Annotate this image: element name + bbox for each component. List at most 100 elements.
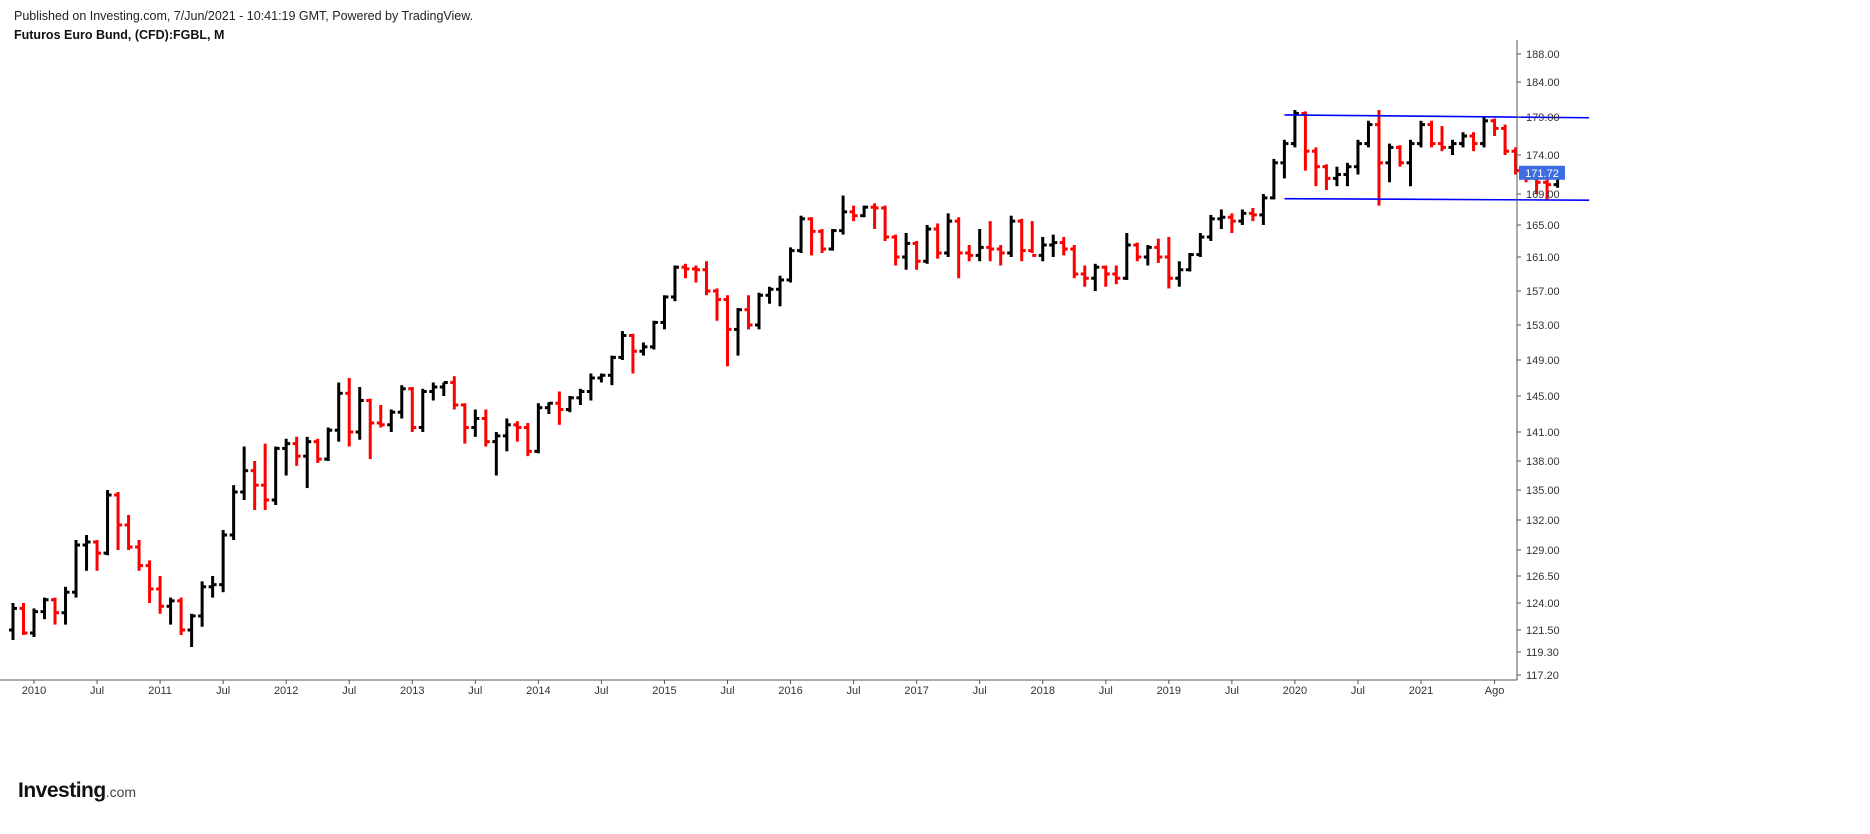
ohlc-bar[interactable] [618,331,627,360]
ohlc-bar[interactable] [1238,209,1247,226]
ohlc-bar[interactable] [1248,207,1257,222]
ohlc-bar[interactable] [523,423,532,457]
ohlc-bar[interactable] [1385,143,1394,183]
ohlc-bar[interactable] [82,535,91,571]
ohlc-bar[interactable] [1311,147,1320,187]
ohlc-bar[interactable] [639,342,648,356]
ohlc-bar[interactable] [513,421,522,442]
ohlc-bar[interactable] [1133,242,1142,262]
ohlc-bar[interactable] [1091,263,1100,291]
ohlc-bar[interactable] [1017,218,1026,262]
ohlc-bar[interactable] [723,295,732,367]
ohlc-bar[interactable] [439,381,448,397]
ohlc-bar[interactable] [292,436,301,466]
ohlc-bar[interactable] [1374,110,1383,206]
ohlc-bar[interactable] [303,436,312,489]
ohlc-bar[interactable] [702,261,711,296]
ohlc-bar[interactable] [828,229,837,251]
ohlc-bar[interactable] [1028,221,1037,257]
ohlc-bar[interactable] [1164,237,1173,289]
ohlc-bar[interactable] [282,438,291,476]
channel-lower-line[interactable] [1284,197,1590,201]
ohlc-bar[interactable] [1469,132,1478,152]
ohlc-bar[interactable] [1217,209,1226,230]
ohlc-bar[interactable] [324,427,333,462]
ohlc-bar[interactable] [376,405,385,428]
ohlc-bar[interactable] [1007,215,1016,257]
ohlc-bar[interactable] [19,603,28,635]
ohlc-bar[interactable] [1364,120,1373,148]
ohlc-bar[interactable] [135,540,144,571]
ohlc-bar[interactable] [986,221,995,262]
ohlc-bar[interactable] [261,443,270,510]
ohlc-bar[interactable] [40,597,49,620]
ohlc-bar[interactable] [734,308,743,356]
ohlc-bar[interactable] [870,203,879,229]
ohlc-bar[interactable] [1038,237,1047,262]
ohlc-bar[interactable] [565,396,574,413]
ohlc-bar[interactable] [1417,120,1425,148]
ohlc-bar[interactable] [975,229,984,262]
ohlc-bar[interactable] [576,388,585,405]
ohlc-bar[interactable] [1332,166,1341,187]
ohlc-bar[interactable] [355,387,364,440]
ohlc-bar[interactable] [797,215,806,253]
ohlc-bar[interactable] [839,195,848,235]
ohlc-bar[interactable] [61,586,70,625]
ohlc-bar[interactable] [776,275,785,307]
ohlc-bar[interactable] [492,432,501,476]
ohlc-bar[interactable] [1511,147,1520,175]
ohlc-bar[interactable] [72,540,81,598]
ohlc-bar[interactable] [807,217,816,256]
ohlc-bar[interactable] [1406,139,1415,187]
ohlc-bar[interactable] [418,388,427,432]
ohlc-bar[interactable] [187,613,196,647]
ohlc-bar[interactable] [240,446,249,501]
ohlc-bar[interactable] [1206,214,1215,241]
ohlc-bar[interactable] [103,490,112,556]
ohlc-bar[interactable] [1322,164,1331,191]
ohlc-bar[interactable] [1259,194,1268,225]
ohlc-bar[interactable] [1070,245,1079,279]
ohlc-bar[interactable] [1227,213,1236,233]
ohlc-bar[interactable] [450,376,459,410]
ohlc-bar[interactable] [597,373,606,383]
ohlc-bar[interactable] [313,438,322,463]
ohlc-bar[interactable] [1427,120,1436,148]
ohlc-bar[interactable] [933,223,942,259]
ohlc-bar[interactable] [334,382,343,442]
ohlc-bar[interactable] [8,603,17,640]
ohlc-bar[interactable] [586,373,595,401]
ohlc-bar[interactable] [628,333,637,374]
ohlc-bar[interactable] [177,597,186,635]
ohlc-bar[interactable] [755,292,764,330]
ohlc-bar[interactable] [114,492,123,550]
ohlc-bar[interactable] [923,225,932,264]
ohlc-bar[interactable] [219,530,228,593]
ohlc-bar[interactable] [208,576,217,598]
ohlc-bar[interactable] [1196,233,1205,257]
ohlc-bar[interactable] [1438,126,1447,152]
ohlc-bar[interactable] [471,409,480,437]
ohlc-bar[interactable] [744,295,753,330]
ohlc-bar[interactable] [1112,265,1121,285]
ohlc-bar[interactable] [429,382,438,401]
ohlc-bar[interactable] [1280,139,1289,179]
ohlc-bar[interactable] [51,597,60,625]
ohlc-bar[interactable] [912,241,921,270]
ohlc-bar[interactable] [30,608,38,637]
ohlc-bar[interactable] [712,288,721,321]
ohlc-bar[interactable] [1543,178,1552,200]
ohlc-bar[interactable] [145,560,154,603]
ohlc-bar[interactable] [765,286,774,304]
ohlc-bar[interactable] [345,378,354,447]
ohlc-bar[interactable] [250,461,259,510]
ohlc-bar[interactable] [607,355,616,386]
ohlc-bar[interactable] [1080,265,1089,287]
ohlc-bar[interactable] [660,295,669,330]
channel-upper-line[interactable] [1284,114,1590,119]
ohlc-bar[interactable] [996,245,1005,266]
ohlc-bar[interactable] [670,265,679,302]
ohlc-bar[interactable] [1480,117,1489,148]
